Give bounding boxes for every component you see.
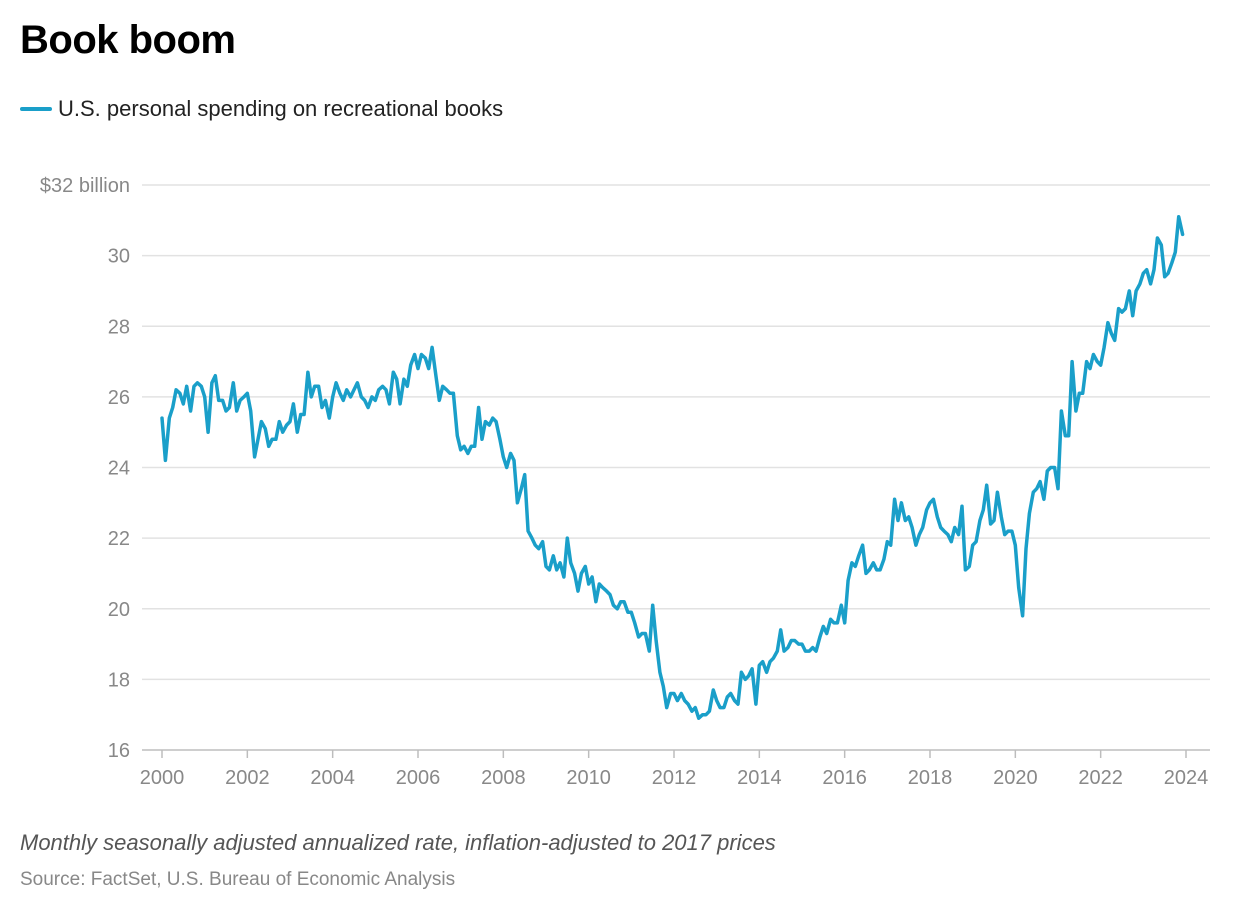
x-tick-label: 2008 bbox=[481, 767, 526, 789]
x-tick-label: 2010 bbox=[566, 767, 611, 789]
gridlines bbox=[142, 184, 1210, 751]
x-tick-label: 2024 bbox=[1164, 767, 1209, 789]
legend-swatch bbox=[20, 107, 52, 111]
x-tick-label: 2006 bbox=[396, 767, 441, 789]
x-tick-label: 2000 bbox=[140, 767, 185, 789]
y-tick-label: 16 bbox=[108, 740, 130, 762]
x-tick-label: 2016 bbox=[822, 767, 867, 789]
chart-source: Source: FactSet, U.S. Bureau of Economic… bbox=[20, 869, 456, 890]
y-tick-label: 26 bbox=[108, 387, 130, 409]
legend: U.S. personal spending on recreational b… bbox=[20, 96, 503, 122]
x-tick-label: 2018 bbox=[908, 767, 953, 789]
y-axis-ticks: 16 18 20 22 24 26 28 30 $32 billion bbox=[40, 175, 130, 762]
y-tick-label: 22 bbox=[108, 528, 130, 550]
legend-label: U.S. personal spending on recreational b… bbox=[58, 96, 504, 121]
chart-title: Book boom bbox=[20, 18, 236, 62]
y-tick-label: 28 bbox=[108, 316, 130, 338]
x-tick-label: 2012 bbox=[652, 767, 697, 789]
x-tick-label: 2020 bbox=[993, 767, 1038, 789]
chart-note: Monthly seasonally adjusted annualized r… bbox=[20, 830, 776, 855]
series-layer bbox=[160, 215, 1185, 720]
series-line-0 bbox=[160, 215, 1185, 720]
x-tick-label: 2022 bbox=[1078, 767, 1123, 789]
x-axis-ticks: 2000 2002 2004 2006 2008 2010 2012 2014 2016 2018… bbox=[140, 750, 1209, 789]
y-tick-label: $32 billion bbox=[40, 175, 130, 197]
y-tick-label: 24 bbox=[108, 458, 130, 480]
y-tick-label: 30 bbox=[108, 246, 130, 268]
y-tick-label: 18 bbox=[108, 669, 130, 691]
x-tick-label: 2014 bbox=[737, 767, 782, 789]
x-tick-label: 2002 bbox=[225, 767, 270, 789]
x-tick-label: 2004 bbox=[310, 767, 355, 789]
y-tick-label: 20 bbox=[108, 599, 130, 621]
